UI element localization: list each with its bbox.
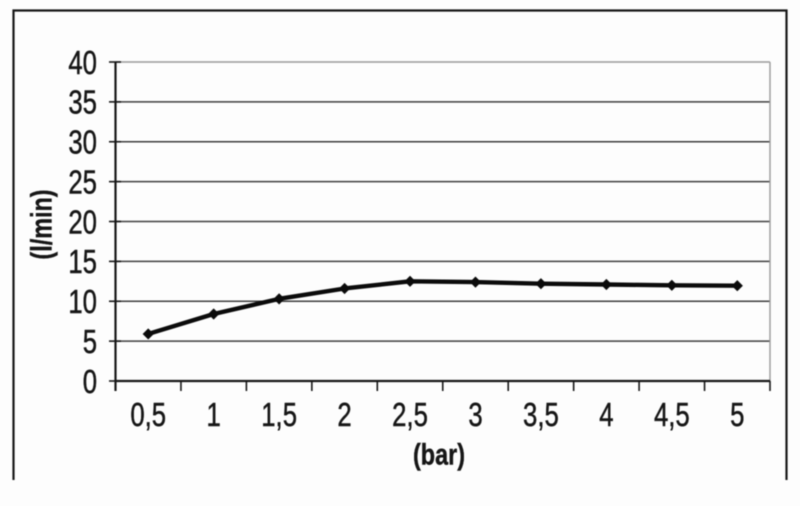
x-tick-label-group: 4 — [599, 397, 614, 434]
data-series-line — [146, 279, 740, 337]
data-point-marker — [469, 276, 482, 288]
x-tick-label: 0,5 — [130, 397, 166, 434]
data-point-marker — [208, 308, 220, 320]
x-tick-label-group: 2,5 — [392, 397, 428, 434]
data-point-marker — [535, 278, 547, 290]
x-tick-label: 2,5 — [392, 397, 428, 434]
y-tick-label: 25 — [68, 164, 97, 201]
x-tick-label-group: 3,5 — [523, 397, 559, 434]
x-tick-label-group: 0,5 — [130, 397, 166, 434]
y-tick-label-group: 5 — [82, 324, 97, 361]
y-tick-label: 20 — [68, 204, 97, 241]
x-tick-label-group: 1,5 — [261, 397, 297, 434]
x-tick-label: 3,5 — [523, 397, 559, 434]
y-tick-label: 5 — [83, 324, 97, 361]
data-point-marker — [273, 293, 285, 305]
x-tick-label: 3 — [468, 397, 482, 434]
x-axis-title-group: (bar) — [413, 438, 465, 472]
x-tick-label: 5 — [730, 397, 744, 434]
y-tick-label-group: 25 — [68, 164, 97, 201]
y-tick-label-group: 30 — [68, 124, 97, 162]
data-point-marker — [666, 279, 678, 291]
x-tick-label-group: 4,5 — [654, 397, 690, 434]
x-tick-label-group: 2 — [337, 397, 352, 434]
y-tick-label-group: 40 — [68, 45, 97, 82]
y-tick-label: 15 — [68, 244, 97, 281]
y-tick-label: 10 — [68, 284, 97, 321]
x-tick-label: 4 — [599, 397, 613, 434]
data-point-marker — [338, 282, 351, 295]
y-axis-title: (l/min) — [25, 189, 58, 259]
y-tick-label-group: 0 — [82, 364, 97, 401]
data-point-marker — [731, 280, 743, 292]
y-tick-label-group: 10 — [68, 284, 97, 321]
y-tick-label: 0 — [83, 364, 97, 401]
y-axis-title-group: (l/min) — [25, 189, 59, 260]
x-tick-label: 1,5 — [261, 397, 297, 434]
y-tick-label-group: 15 — [68, 244, 97, 281]
x-tick-label-group: 1 — [206, 397, 221, 434]
y-tick-label: 40 — [68, 45, 97, 82]
x-tick-label: 4,5 — [654, 397, 690, 434]
x-tick-label-group: 5 — [730, 397, 745, 434]
x-tick-label: 2 — [337, 397, 351, 434]
data-point-marker — [404, 275, 416, 287]
y-tick-label: 35 — [68, 85, 97, 122]
y-tick-label-group: 20 — [68, 204, 97, 241]
y-tick-label-group: 35 — [68, 84, 97, 122]
x-tick-label-group: 3 — [468, 397, 483, 434]
x-tick-label: 1 — [207, 397, 221, 434]
data-point-marker — [142, 328, 154, 340]
outer-border — [12, 9, 788, 480]
y-tick-label: 30 — [68, 125, 97, 162]
data-point-marker — [600, 278, 612, 291]
x-axis-title: (bar) — [413, 438, 465, 471]
